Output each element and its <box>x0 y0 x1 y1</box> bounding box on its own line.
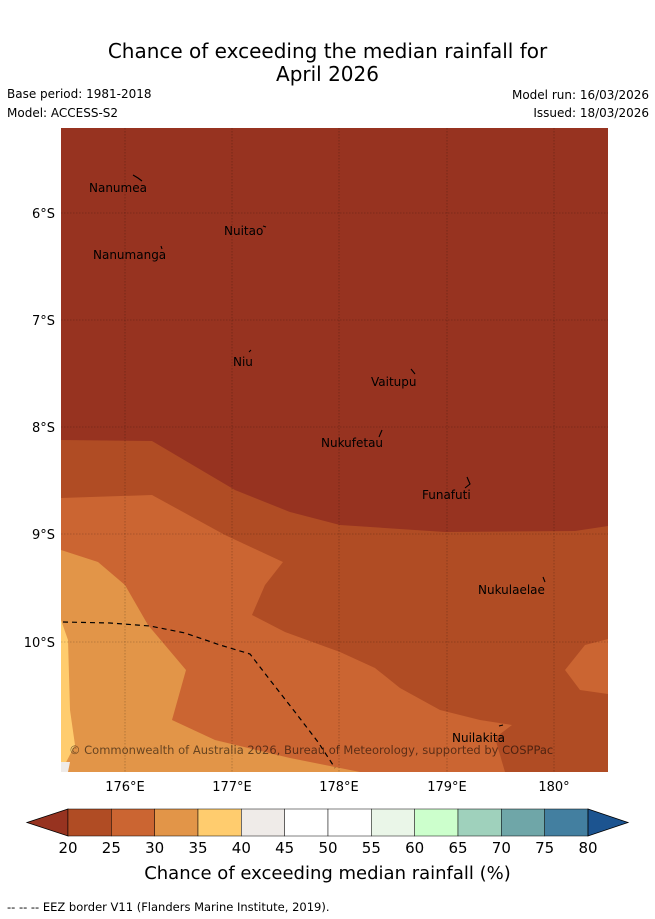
colorbar-bin <box>284 808 329 837</box>
copyright-notice: © Commonwealth of Australia 2026, Bureau… <box>69 743 553 757</box>
colorbar-bin <box>67 808 112 837</box>
place-labels: Nanumea Nuitao Nanumanga Niu Vaitupu Nuk… <box>89 181 545 745</box>
colorbar-bin <box>154 808 199 837</box>
colorbar-tick-label: 20 <box>58 839 77 857</box>
colorbar-tick-label: 65 <box>448 839 467 857</box>
island-nuilakita <box>498 724 504 727</box>
title-line-1: Chance of exceeding the median rainfall … <box>107 39 548 63</box>
lon-label: 178°E <box>319 780 359 795</box>
lon-axis-labels: 176°E 177°E 178°E 179°E 180° <box>105 780 569 795</box>
place-label: Niu <box>233 355 253 369</box>
island-nanumea <box>132 174 143 182</box>
colorbar-bin <box>414 808 459 837</box>
eez-footnote: -- -- -- EEZ border V11 (Flanders Marine… <box>7 900 330 914</box>
issued-date: Issued: 18/03/2026 <box>533 106 649 120</box>
colorbar-extend-high <box>587 808 630 837</box>
island-nuitao <box>262 225 267 228</box>
lat-label: 9°S <box>32 528 55 543</box>
island-nanumanga <box>160 245 163 250</box>
colorbar-tick-label: 75 <box>535 839 554 857</box>
place-label: Funafuti <box>422 488 471 502</box>
colorbar-tick-label: 45 <box>275 839 294 857</box>
colorbar-tick-label: 30 <box>145 839 164 857</box>
colorbar-bin <box>241 808 285 837</box>
model-name: Model: ACCESS-S2 <box>7 106 119 120</box>
colorbar-tick-label: 50 <box>318 839 337 857</box>
chart-title: Chance of exceeding the median rainfall … <box>0 40 655 86</box>
colorbar-bin <box>327 808 372 837</box>
field-40-45 <box>61 620 75 772</box>
colorbar-bin <box>457 808 502 837</box>
place-label: Nukufetau <box>321 436 383 450</box>
lon-label: 176°E <box>105 780 145 795</box>
island-nukulaelae <box>542 576 546 583</box>
colorbar-tick-label: 55 <box>362 839 381 857</box>
island-nukufetau <box>378 429 383 438</box>
island-funafuti <box>464 476 471 489</box>
rainfall-map: Nanumea Nuitao Nanumanga Niu Vaitupu Nuk… <box>24 128 630 857</box>
lat-label: 10°S <box>24 636 55 651</box>
colorbar-tick-label: 35 <box>188 839 207 857</box>
lat-axis-labels: 6°S 7°S 8°S 9°S 10°S <box>24 207 55 651</box>
lat-label: 8°S <box>32 421 55 436</box>
island-niu <box>248 349 252 353</box>
island-outlines <box>132 174 546 727</box>
lat-label: 6°S <box>32 207 55 222</box>
colorbar-tick-labels: 20 25 30 35 40 45 50 55 60 65 70 75 80 <box>58 839 597 857</box>
colorbar-label: Chance of exceeding median rainfall (%) <box>144 863 511 884</box>
colorbar-bin <box>371 808 415 837</box>
colorbar-bin <box>544 808 589 837</box>
title-line-2: April 2026 <box>276 62 379 86</box>
colorbar-tick-label: 40 <box>232 839 251 857</box>
island-vaitupu <box>410 368 416 375</box>
place-label: Nuilakita <box>452 731 505 745</box>
colorbar-bin <box>501 808 545 837</box>
place-label: Nuitao <box>224 224 263 238</box>
field-east-30-35 <box>565 639 608 694</box>
colorbar <box>25 808 630 837</box>
eez-border <box>62 621 336 769</box>
graticule <box>61 128 608 772</box>
colorbar-tick-label: 80 <box>578 839 597 857</box>
map-field: Nanumea Nuitao Nanumanga Niu Vaitupu Nuk… <box>61 128 608 772</box>
colorbar-tick-label: 60 <box>405 839 424 857</box>
place-label: Nanumea <box>89 181 147 195</box>
base-period: Base period: 1981-2018 <box>7 87 152 101</box>
field-45-50 <box>61 762 70 772</box>
lon-label: 177°E <box>212 780 252 795</box>
place-label: Nukulaelae <box>478 583 545 597</box>
place-label: Vaitupu <box>371 375 417 389</box>
colorbar-bin <box>111 808 155 837</box>
colorbar-extend-low <box>25 808 69 837</box>
colorbar-tick-label: 25 <box>102 839 121 857</box>
lat-label: 7°S <box>32 314 55 329</box>
model-run: Model run: 16/03/2026 <box>511 88 649 102</box>
field-35-40 <box>61 550 360 772</box>
place-label: Nanumanga <box>93 248 166 262</box>
lon-label: 179°E <box>427 780 467 795</box>
colorbar-tick-label: 70 <box>492 839 511 857</box>
colorbar-bin <box>197 808 242 837</box>
lon-label: 180° <box>538 780 569 795</box>
